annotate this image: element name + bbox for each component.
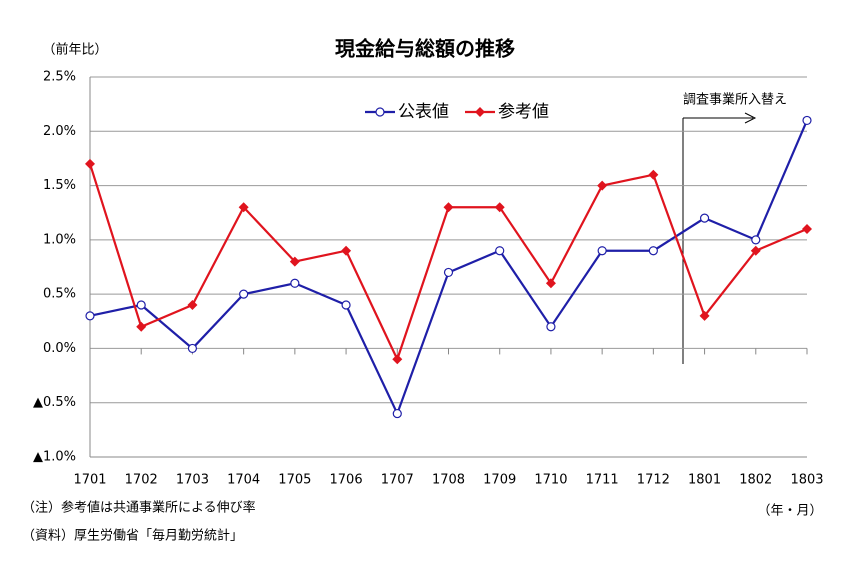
arrow-head: [744, 112, 757, 124]
point: [392, 354, 403, 365]
point: [187, 343, 198, 354]
note: （注）参考値は共通事業所による伸び率: [22, 500, 256, 516]
x-axis-label: （年・月）: [757, 504, 822, 519]
series-line: [88, 163, 808, 363]
point: [341, 300, 351, 310]
point: [238, 202, 249, 213]
note: （資料）厚生労働省「毎月勤労統計」: [22, 528, 243, 544]
x-tick-label: 1711: [586, 473, 619, 488]
y-tick-label: ▲1.0%: [33, 450, 76, 465]
point: [699, 310, 710, 321]
y-tick-label: 2.0%: [43, 124, 76, 139]
x-tick-label: 1707: [381, 473, 414, 488]
point: [85, 158, 95, 169]
point: [648, 169, 659, 180]
x-tick-label: 1710: [534, 473, 567, 488]
point: [546, 322, 556, 332]
y-tick-label: 1.5%: [43, 178, 76, 193]
y-tick-label: 2.5%: [43, 70, 76, 85]
x-tick-label: 1704: [227, 473, 260, 488]
series-line: [89, 119, 809, 417]
x-tick-label: 1712: [637, 473, 670, 488]
x-tick-label: 1702: [125, 473, 158, 488]
point: [475, 107, 485, 117]
point: [751, 235, 761, 245]
point: [85, 311, 95, 321]
point: [597, 180, 608, 191]
point: [597, 246, 607, 256]
point: [375, 107, 385, 117]
x-tick-label: 1801: [688, 473, 721, 488]
y-tick-label: 0.0%: [43, 341, 76, 356]
y-tick-label: ▲0.5%: [33, 395, 76, 410]
point: [341, 245, 352, 256]
point: [289, 256, 300, 267]
y-axis-label: （前年比）: [42, 42, 107, 58]
point: [443, 267, 454, 278]
point: [290, 278, 300, 288]
point: [495, 246, 505, 256]
y-tick-label: 1.0%: [43, 232, 76, 247]
x-tick-label: 1803: [790, 473, 823, 488]
annotation: 調査事業所入替え: [683, 92, 787, 108]
point: [239, 289, 249, 299]
point: [136, 321, 147, 332]
y-tick-label: 0.5%: [43, 287, 76, 302]
point: [750, 245, 761, 256]
point: [802, 115, 812, 126]
point: [494, 202, 505, 213]
x-tick-label: 1802: [739, 473, 772, 488]
point: [187, 300, 198, 310]
point: [699, 213, 710, 223]
point: [545, 278, 556, 289]
point: [443, 202, 454, 213]
x-tick-label: 1709: [483, 473, 516, 488]
x-tick-label: 1708: [432, 473, 465, 488]
x-tick-label: 1705: [278, 473, 311, 488]
x-tick-label: 1703: [176, 473, 209, 488]
point: [392, 408, 402, 419]
point: [802, 224, 812, 234]
x-tick-label: 1701: [73, 473, 106, 488]
point: [648, 246, 658, 256]
x-tick-label: 1706: [330, 473, 363, 488]
legend-label: 参考値: [498, 102, 549, 122]
point: [136, 300, 146, 310]
chart-title: 現金給与総額の推移: [335, 37, 515, 61]
legend-label: 公表値: [398, 102, 449, 122]
